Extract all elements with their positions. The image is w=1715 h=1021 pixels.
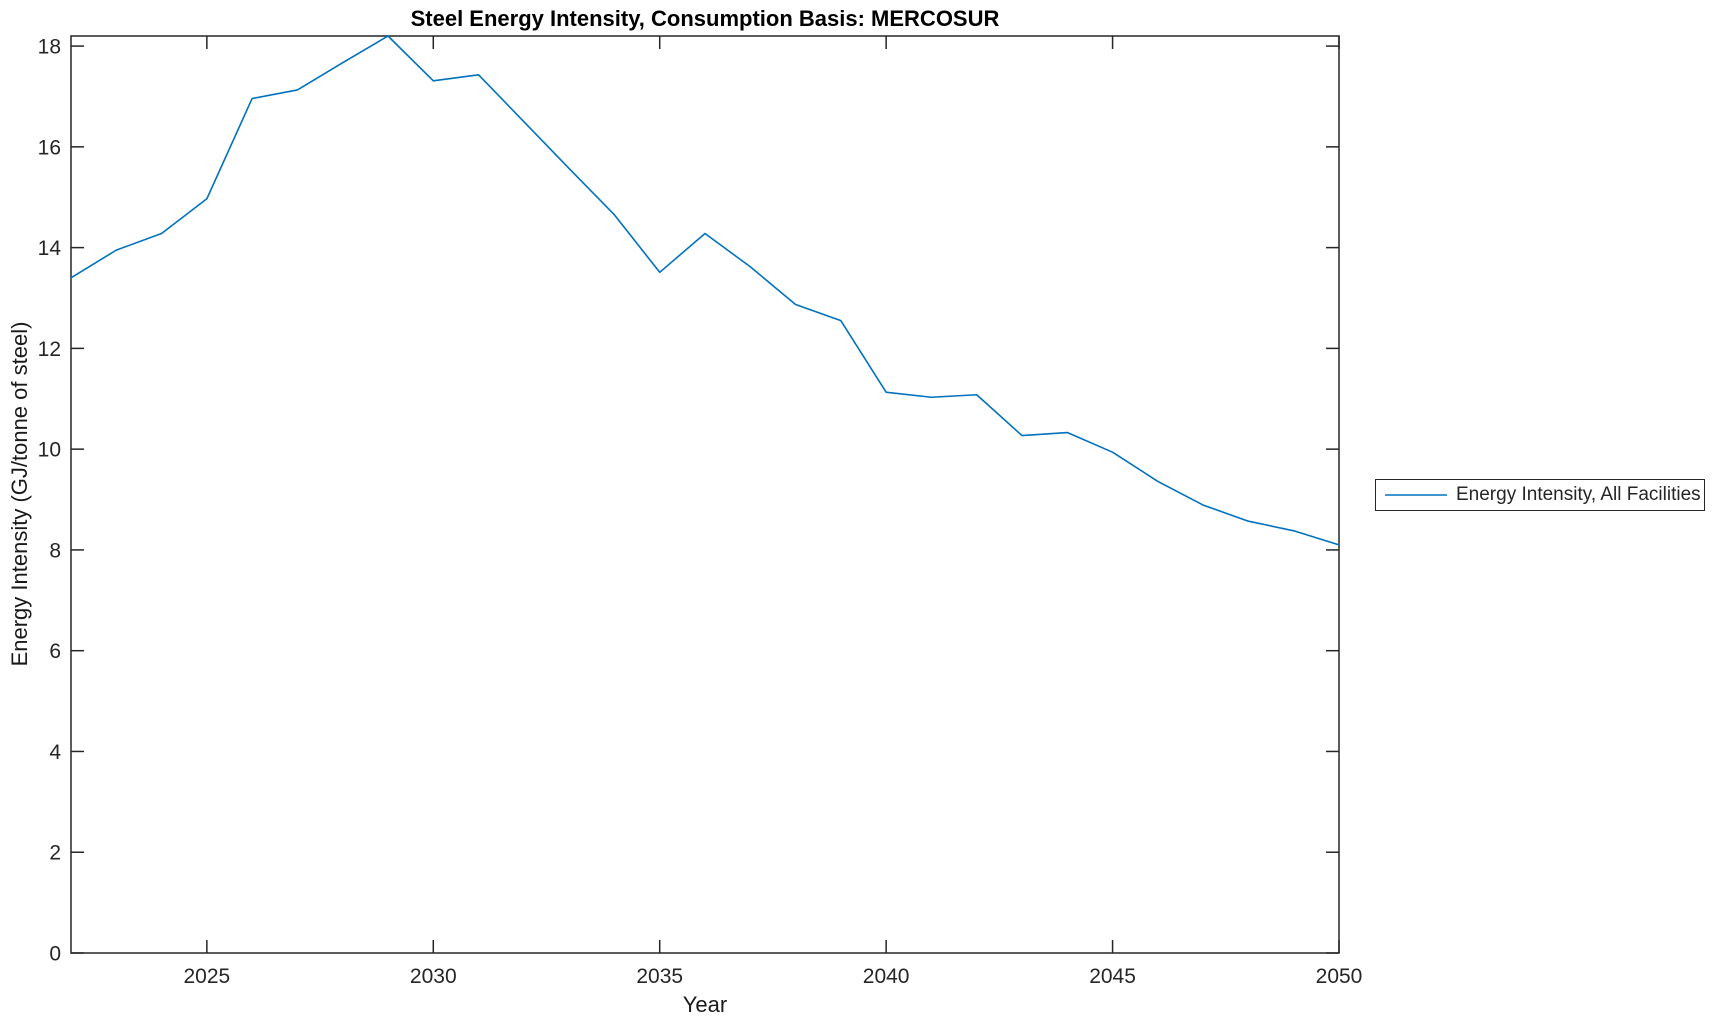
y-tick-label: 6 [49,640,61,663]
y-tick-label: 16 [38,136,61,159]
y-tick-label: 12 [38,338,61,361]
x-axis-label: Year [682,992,728,1017]
legend-label: Energy Intensity, All Facilities [1456,484,1701,505]
y-tick-label: 2 [49,842,61,865]
legend-line-icon [1385,494,1447,496]
y-axis-label: Energy Intensity (GJ/tonne of steel) [7,321,32,667]
y-tick-label: 8 [49,539,61,562]
x-tick-label: 2050 [1316,965,1363,988]
x-tick-label: 2025 [184,965,231,988]
x-tick-label: 2030 [410,965,457,988]
x-tick-label: 2045 [1089,965,1136,988]
y-tick-label: 14 [38,237,62,260]
y-tick-label: 0 [49,943,61,966]
legend-box: Energy Intensity, All Facilities [1375,479,1705,511]
data-line [70,35,1340,546]
y-tick-label: 18 [38,36,61,59]
chart-title: Steel Energy Intensity, Consumption Basi… [410,6,1000,31]
x-tick-label: 2040 [863,965,910,988]
y-tick-label: 4 [49,741,61,764]
y-tick-label: 10 [38,439,61,462]
axes-box [70,35,1340,954]
x-tick-label: 2035 [636,965,683,988]
